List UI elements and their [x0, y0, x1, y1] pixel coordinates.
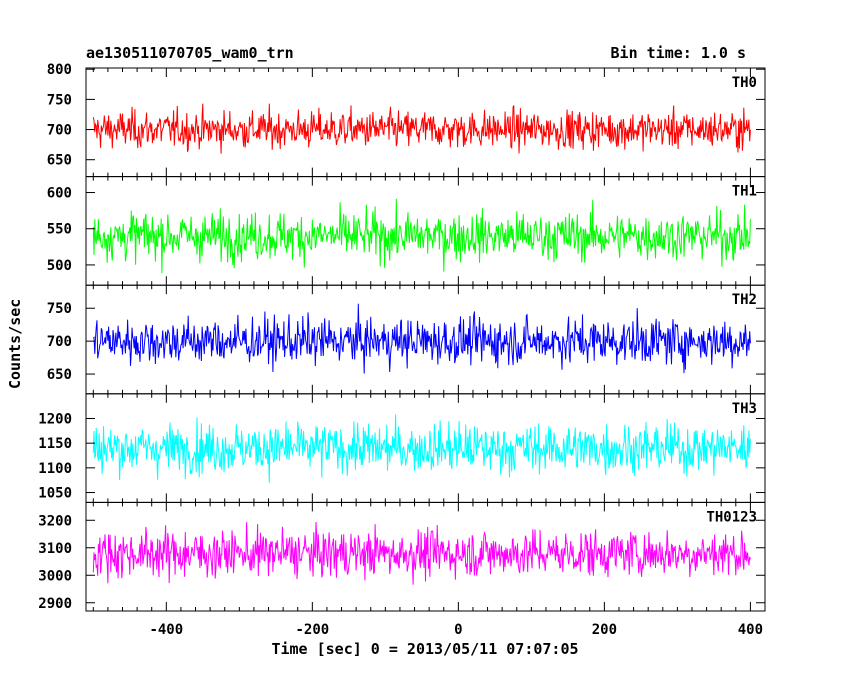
y-tick-label: 1050	[38, 486, 72, 502]
y-tick-label: 650	[47, 153, 72, 169]
series-line-th2	[92, 303, 751, 374]
x-tick-label: -200	[295, 622, 329, 638]
x-tick-label: 0	[454, 622, 462, 638]
panel-label-th3: TH3	[732, 401, 757, 417]
series-line-th3	[92, 414, 751, 483]
bin-time-label: Bin time: 1.0 s	[610, 44, 746, 62]
y-tick-label: 700	[47, 334, 72, 350]
y-tick-label: 700	[47, 123, 72, 139]
y-tick-label: 1100	[38, 461, 72, 477]
panel-frame-th0123	[85, 501, 766, 612]
chart-title: ae130511070705_wam0_trn	[86, 44, 294, 62]
panel-label-th0123: TH0123	[706, 509, 757, 525]
y-tick-label: 2900	[38, 596, 72, 612]
series-line-th1	[92, 198, 751, 274]
y-tick-label: 550	[47, 222, 72, 238]
y-tick-label: 1150	[38, 436, 72, 452]
y-tick-label: 1200	[38, 411, 72, 427]
y-tick-label: 750	[47, 92, 72, 108]
series-line-th0123	[92, 521, 751, 585]
y-tick-label: 600	[47, 186, 72, 202]
x-tick-label: 400	[738, 622, 763, 638]
y-tick-label: 3200	[38, 513, 72, 529]
panel-label-th1: TH1	[732, 184, 757, 200]
series-line-th0	[92, 103, 751, 154]
y-tick-label: 3100	[38, 541, 72, 557]
y-tick-label: 750	[47, 301, 72, 317]
x-tick-label: 200	[592, 622, 617, 638]
panel-label-th2: TH2	[732, 292, 757, 308]
y-tick-label: 800	[47, 62, 72, 78]
y-tick-label: 3000	[38, 568, 72, 584]
y-tick-label: 500	[47, 258, 72, 274]
x-tick-label: -400	[149, 622, 183, 638]
x-axis-label: Time [sec] 0 = 2013/05/11 07:07:05	[271, 640, 579, 658]
panel-label-th0: TH0	[732, 75, 757, 91]
y-tick-label: 650	[47, 367, 72, 383]
